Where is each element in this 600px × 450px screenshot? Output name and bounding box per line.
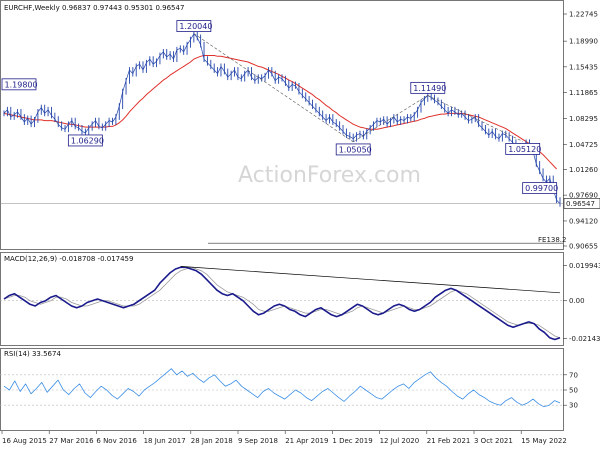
x-tick-label: 12 Jul 2020 [380, 437, 420, 445]
rsi-panel-frame [0, 348, 564, 431]
annotation-label: 1.06290 [71, 136, 104, 145]
price-y-tick-label: 0.97690 [569, 192, 598, 200]
price-y-tick-label: 1.01260 [569, 166, 598, 174]
x-tick-label: 28 Jan 2018 [191, 437, 233, 445]
watermark: ActionForex.com [238, 163, 421, 188]
annotation-label: 1.19800 [5, 80, 38, 89]
macd-y-tick-label: -0.021434 [569, 335, 600, 343]
x-tick-label: 15 May 2022 [521, 437, 567, 445]
ma-series [3, 55, 557, 170]
x-tick-label: 18 Jun 2017 [144, 437, 186, 445]
x-tick-label: 21 Apr 2019 [285, 437, 328, 445]
rsi-y-tick-label: 30 [569, 402, 578, 410]
price-y-tick-label: 0.94120 [569, 217, 598, 225]
annotation-label: 1.05120 [508, 145, 541, 154]
price-dashed-trendline [427, 95, 523, 142]
macd-trendline [180, 266, 561, 294]
rsi-y-tick-label: 70 [569, 371, 578, 379]
price-y-tick-label: 1.15435 [569, 63, 598, 71]
x-tick-label: 16 Aug 2015 [2, 437, 47, 445]
price-panel-frame [0, 0, 564, 250]
ma-line [3, 55, 557, 170]
annotation-box [176, 20, 212, 32]
price-y-tick-label: 1.04725 [569, 141, 598, 149]
x-tick-label: 21 Feb 2021 [427, 437, 471, 445]
macd-y-tick-label: 0.00 [569, 297, 585, 305]
annotation-box [335, 143, 371, 156]
price-dashed-trendline [193, 33, 354, 143]
rsi-y-tick-label: 50 [569, 387, 578, 395]
macd-panel-frame [0, 252, 564, 346]
price-y-tick-label: 0.90655 [569, 243, 598, 251]
price-y-tick-label: 1.18990 [569, 38, 598, 46]
macd-line [3, 266, 561, 341]
annotation-label: 1.11490 [413, 84, 446, 93]
rsi-label: RSI(14) 33.5674 [4, 350, 61, 358]
rsi-y-ticks: 70 50 30 [563, 371, 578, 410]
price-annotations: 1.19800 1.06290 1.20040 1.05050 1.11490 1.051… [1, 20, 558, 195]
macd-label: MACD(12,26,9) -0.018708 -0.017459 [4, 255, 133, 263]
rsi-line [3, 368, 561, 408]
rsi-lines [0, 368, 563, 408]
x-tick-label: 6 Nov 2016 [96, 437, 137, 445]
x-tick-label: 27 Mar 2016 [49, 437, 94, 445]
x-tick-label: 1 Dec 2019 [332, 437, 372, 445]
macd-y-ticks: 0.019943 0.00 -0.021434 [563, 262, 600, 343]
price-line [3, 33, 561, 204]
price-y-tick-label: 1.08295 [569, 115, 598, 123]
price-panel: EURCHF,Weekly 0.96837 0.97443 0.95301 0.… [0, 0, 600, 251]
x-tick-label: 3 Oct 2021 [474, 437, 513, 445]
last-price-box [563, 198, 600, 209]
annotation-box [522, 182, 558, 195]
annotation-label: 0.99700 [525, 184, 558, 193]
macd-panel: MACD(12,26,9) -0.018708 -0.017459 0.0199… [0, 252, 600, 346]
x-tick-label: 9 Sep 2018 [238, 437, 278, 445]
macd-lines [0, 266, 563, 341]
last-price-label: 0.96547 [566, 200, 595, 208]
annotation-box [67, 134, 103, 147]
fe-level-label: FE138.2 [538, 236, 567, 244]
x-axis-ticks: 16 Aug 2015 27 Mar 2016 6 Nov 2016 18 Jun 2… [1, 431, 567, 445]
annotation-label: 1.05050 [339, 145, 372, 154]
annotation-label: 1.20040 [179, 22, 212, 31]
price-panel-label: EURCHF,Weekly 0.96837 0.97443 0.95301 0.… [4, 4, 184, 12]
macd-y-tick-label: 0.019943 [569, 262, 600, 270]
signal-line [3, 266, 561, 339]
annotation-box [1, 78, 37, 91]
price-y-tick-label: 1.11865 [569, 89, 598, 97]
price-series [3, 30, 561, 207]
annotation-box [410, 81, 446, 94]
rsi-panel: RSI(14) 33.5674 70 50 30 [0, 348, 578, 431]
price-y-ticks: 1.22745 1.18990 1.15435 1.11865 1.08295 1.047… [563, 11, 598, 251]
annotation-box [505, 143, 541, 155]
price-y-tick-label: 1.22745 [569, 11, 598, 19]
